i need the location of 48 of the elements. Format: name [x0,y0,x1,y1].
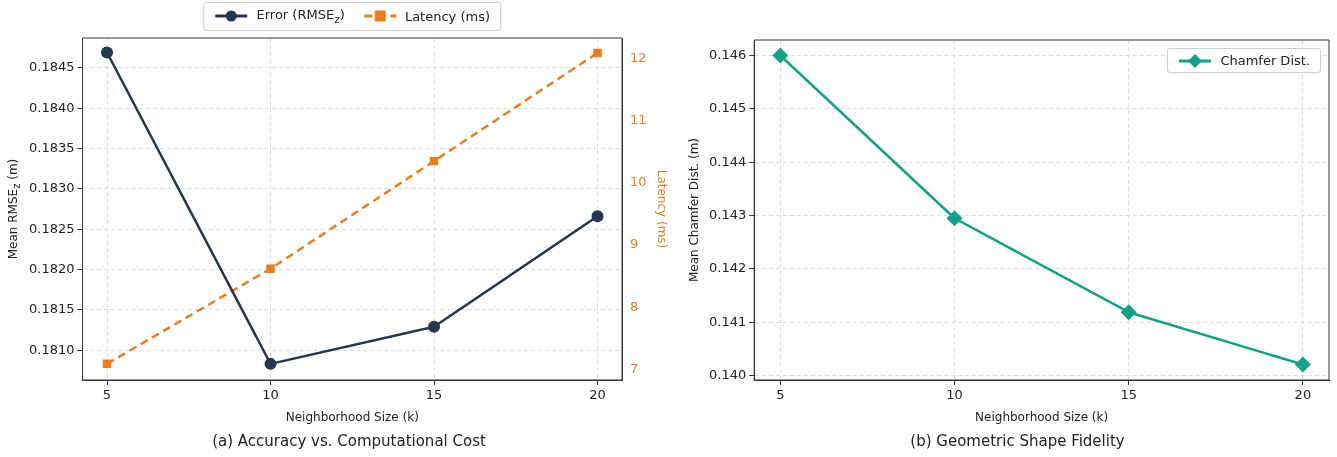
point [593,48,602,58]
y2-axis-title: Latency (ms) [654,169,669,249]
y-tick-label: 0.1815 [28,301,75,317]
y2-tick-label: 12 [630,49,647,65]
y-tick-label: 0.1820 [28,260,75,276]
y-tick-label: 0.1840 [28,99,75,115]
y-tick-label: 0.1825 [28,220,75,236]
y-tick-label: 0.1835 [28,139,75,155]
point [591,210,604,223]
y2-tick-label: 10 [630,174,647,190]
y-tick-label: 0.144 [709,153,747,169]
y-tick-label: 0.140 [709,367,747,383]
y-tick-label: 0.1830 [28,180,75,196]
point [428,320,441,333]
y2-tick-label: 8 [630,298,639,314]
point [1294,356,1311,373]
x-tick-label: 15 [1120,387,1137,403]
x-tick-label: 5 [776,387,785,403]
y-tick-label: 0.1845 [28,59,75,75]
x-axis-title: Neighborhood Size (k) [285,409,419,424]
y-tick-label: 0.141 [709,313,747,329]
y2-tick-label: 11 [630,112,647,128]
point [1120,304,1137,321]
text: (a) Accuracy vs. Computational Cost [212,431,486,450]
x-tick-label: 10 [946,387,963,403]
point [266,264,275,273]
y-tick-label: 0.143 [709,206,747,222]
x-tick-label: 20 [1294,387,1312,403]
x-tick-label: 10 [262,387,279,403]
y-tick-label: 0.146 [709,46,747,62]
x-tick-label: 20 [589,387,606,403]
x-axis-title: Neighborhood Size (k) [975,409,1109,424]
y2-tick-label: 9 [630,236,639,252]
legend-label: Chamfer Dist. [1220,53,1310,68]
legend-label: Error (RMSE$_{z}$) [256,7,345,26]
text: (b) Geometric Shape Fidelity [910,431,1125,450]
x-tick-label: 5 [102,387,112,403]
x-tick-label: 15 [425,387,443,403]
y2-tick-label: 7 [630,360,639,376]
point [946,210,963,227]
point [264,357,277,370]
legend-label: Latency (ms) [404,8,491,24]
y-axis-title: Mean Chamfer Dist. (m) [687,137,701,283]
y-tick-label: 0.1810 [28,341,75,357]
y-tick-label: 0.142 [709,260,747,276]
point [101,46,114,59]
point [772,47,789,64]
y-tick-label: 0.145 [709,100,747,116]
